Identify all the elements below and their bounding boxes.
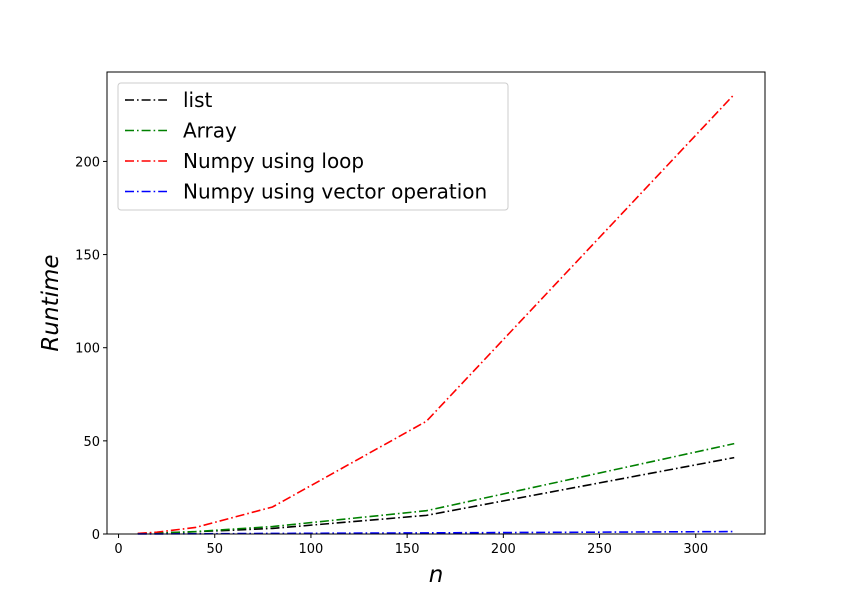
x-tick-label-2: 100: [299, 542, 324, 557]
legend-entry-0: list: [183, 88, 213, 112]
plot-frame: [106, 71, 766, 535]
x-tick-label-6: 300: [683, 542, 708, 557]
series-line-1: [137, 442, 735, 535]
series-line-0: [137, 456, 735, 535]
legend-entry-2: Numpy using loop: [183, 149, 364, 173]
series-line-2: [137, 93, 735, 535]
legend-entry-3: Numpy using vector operation: [183, 180, 487, 204]
x-axis-ticks: 0 50 100 150 200 250 300: [114, 534, 708, 557]
x-axis-label: n: [429, 562, 444, 588]
legend-entry-1: Array: [183, 119, 237, 143]
x-tick-label-1: 50: [206, 542, 223, 557]
y-axis-label: Runtime: [38, 254, 64, 351]
y-tick-label-2: 100: [75, 342, 100, 357]
legend-box: [117, 82, 509, 211]
x-tick-label-4: 200: [491, 542, 516, 557]
y-tick-label-3: 150: [75, 249, 100, 264]
x-tick-label-3: 150: [395, 542, 420, 557]
y-tick-label-0: 0: [92, 528, 100, 543]
x-tick-label-0: 0: [114, 542, 122, 557]
x-tick-label-5: 250: [587, 542, 612, 557]
y-axis-ticks: 0 50 100 150 200: [75, 155, 107, 543]
y-tick-label-4: 200: [75, 155, 100, 170]
y-tick-label-1: 50: [83, 435, 100, 450]
legend: list Array Numpy using loop Numpy using vec…: [117, 82, 509, 211]
